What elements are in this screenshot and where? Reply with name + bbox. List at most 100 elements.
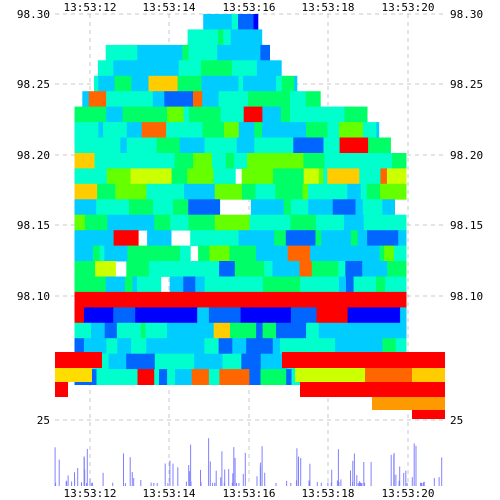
heatmap-cell-10-5 bbox=[171, 168, 188, 185]
heatmap-cell-21-14 bbox=[335, 338, 350, 355]
heatmap-cell-11-2 bbox=[115, 183, 147, 200]
heatmap-cell-2-7 bbox=[260, 44, 270, 61]
heatmap-cell-0-3 bbox=[238, 14, 254, 30]
heatmap-cell-9-3 bbox=[130, 153, 152, 169]
heatmap-cell-7-12 bbox=[254, 122, 263, 138]
heatmap-cell-10-15 bbox=[359, 168, 381, 185]
heatmap-cell-7-10 bbox=[224, 122, 240, 138]
heatmap-cell-17-24 bbox=[405, 276, 407, 293]
heatmap-cell-17-15 bbox=[300, 276, 314, 293]
heatmap-cell-21-18 bbox=[382, 338, 397, 355]
heatmap-cell-4-12 bbox=[281, 75, 295, 92]
heatmap-cell-9-21 bbox=[404, 153, 407, 169]
heatmap-cell-20-2 bbox=[104, 322, 118, 339]
heatmap-cell-23-4 bbox=[154, 369, 160, 385]
heatmap-cell-14-4 bbox=[147, 230, 165, 247]
heatmap-cell-10-16 bbox=[380, 168, 388, 185]
heatmap-cell-11-8 bbox=[255, 183, 276, 200]
heatmap-cell-12-0 bbox=[74, 199, 97, 216]
heatmap-cell-18-5 bbox=[155, 291, 181, 308]
heatmap-cell-19-9 bbox=[197, 307, 210, 324]
heatmap-cell-17-2 bbox=[96, 276, 107, 293]
heatmap-cell-9-17 bbox=[352, 153, 369, 169]
heatmap-cell-15-11 bbox=[229, 245, 257, 262]
heatmap-cell-15-14 bbox=[310, 245, 333, 262]
heatmap-cell-11-14 bbox=[347, 183, 362, 200]
heatmap-cell-19-13 bbox=[290, 307, 317, 324]
heatmap-cell-10-1 bbox=[87, 168, 108, 185]
heatmap-cell-13-7 bbox=[214, 214, 227, 231]
heatmap-cell-4-11 bbox=[276, 75, 283, 92]
y-tick-label-right-2: 98.25 bbox=[450, 78, 483, 91]
heatmap-cell-14-11 bbox=[257, 230, 275, 247]
heatmap-cell-15-17 bbox=[379, 245, 385, 262]
heatmap-cell-17-13 bbox=[262, 276, 291, 293]
heatmap-cell-0-0 bbox=[203, 14, 222, 30]
heatmap-cell-9-11 bbox=[247, 153, 261, 169]
heatmap-cell-11-17 bbox=[380, 183, 407, 200]
heatmap-cell-10-9 bbox=[241, 168, 274, 185]
heatmap-cell-15-10 bbox=[209, 245, 230, 262]
heatmap-cell-7-3 bbox=[103, 122, 121, 138]
heatmap-cell-8-4 bbox=[156, 137, 174, 154]
heatmap-cell-1-1 bbox=[198, 29, 219, 46]
heatmap-cell-14-0 bbox=[74, 230, 97, 247]
heatmap-cell-14-15 bbox=[321, 230, 352, 247]
heatmap-cell-19-18 bbox=[391, 307, 401, 324]
heatmap-cell-16-3 bbox=[126, 261, 136, 277]
heatmap-low-cell-1-2 bbox=[365, 368, 412, 382]
y-tick-label-right-4: 98.15 bbox=[450, 219, 483, 232]
heatmap-cell-18-16 bbox=[397, 291, 407, 308]
heatmap-cell-14-7 bbox=[190, 230, 217, 247]
heatmap-cell-13-9 bbox=[249, 214, 255, 231]
heatmap-cell-20-6 bbox=[167, 322, 199, 339]
heatmap-cell-3-4 bbox=[178, 60, 190, 77]
heatmap-cell-19-15 bbox=[347, 307, 358, 324]
heatmap-cell-23-13 bbox=[286, 369, 292, 385]
heatmap-cell-8-17 bbox=[339, 137, 369, 154]
heatmap-cell-21-17 bbox=[368, 338, 383, 355]
heatmap-cell-18-7 bbox=[190, 291, 213, 308]
heatmap-cell-17-14 bbox=[290, 276, 301, 293]
heatmap-cell-7-1 bbox=[83, 122, 99, 138]
heatmap-cell-2-3 bbox=[182, 44, 189, 61]
heatmap-cell-21-4 bbox=[131, 338, 147, 355]
heatmap-cell-19-4 bbox=[135, 307, 143, 324]
heatmap-cell-10-14 bbox=[327, 168, 360, 185]
heatmap-cell-13-12 bbox=[290, 214, 317, 231]
heatmap-cell-13-13 bbox=[315, 214, 345, 231]
x-tick-label-bottom-4: 13:53:18 bbox=[302, 487, 355, 500]
heatmap-cell-11-5 bbox=[184, 183, 216, 200]
heatmap-cell-9-13 bbox=[278, 153, 293, 169]
heatmap-cell-5-6 bbox=[193, 91, 203, 108]
heatmap-cell-9-20 bbox=[398, 153, 406, 169]
heatmap-cell-8-3 bbox=[126, 137, 158, 154]
heatmap-cell-14-5 bbox=[164, 230, 172, 247]
heatmap-cell-11-6 bbox=[214, 183, 243, 200]
heatmap-cell-14-17 bbox=[357, 230, 368, 247]
heatmap-cell-15-18 bbox=[384, 245, 395, 262]
heatmap-cell-17-11 bbox=[204, 276, 234, 293]
heatmap-cell-19-19 bbox=[400, 307, 407, 324]
heatmap-cell-13-3 bbox=[138, 214, 155, 231]
heatmap-cell-21-2 bbox=[106, 338, 118, 355]
volume-bars bbox=[54, 438, 443, 486]
heatmap-cell-21-6 bbox=[172, 338, 205, 355]
heatmap-cell-20-18 bbox=[393, 322, 407, 339]
y-tick-label-left-2: 98.25 bbox=[17, 78, 50, 91]
heatmap-cell-12-2 bbox=[107, 199, 130, 216]
heatmap-cell-14-2 bbox=[113, 230, 139, 247]
heatmap-cell-7-15 bbox=[306, 122, 328, 138]
heatmap-cell-17-18 bbox=[346, 276, 355, 293]
heatmap-cell-22-10 bbox=[260, 353, 275, 370]
heatmap-cell-4-0 bbox=[94, 75, 99, 92]
heatmap-cell-19-16 bbox=[356, 307, 363, 324]
heatmap-cell-3-1 bbox=[113, 60, 145, 77]
heatmap-cell-13-15 bbox=[363, 214, 388, 231]
heatmap-cell-15-5 bbox=[158, 245, 166, 262]
heatmap-cell-15-15 bbox=[331, 245, 362, 262]
heatmap-cell-21-12 bbox=[280, 338, 305, 355]
heatmap-cell-20-10 bbox=[256, 322, 264, 339]
heatmap-cell-19-14 bbox=[316, 307, 349, 324]
heatmap-cell-15-3 bbox=[104, 245, 129, 262]
